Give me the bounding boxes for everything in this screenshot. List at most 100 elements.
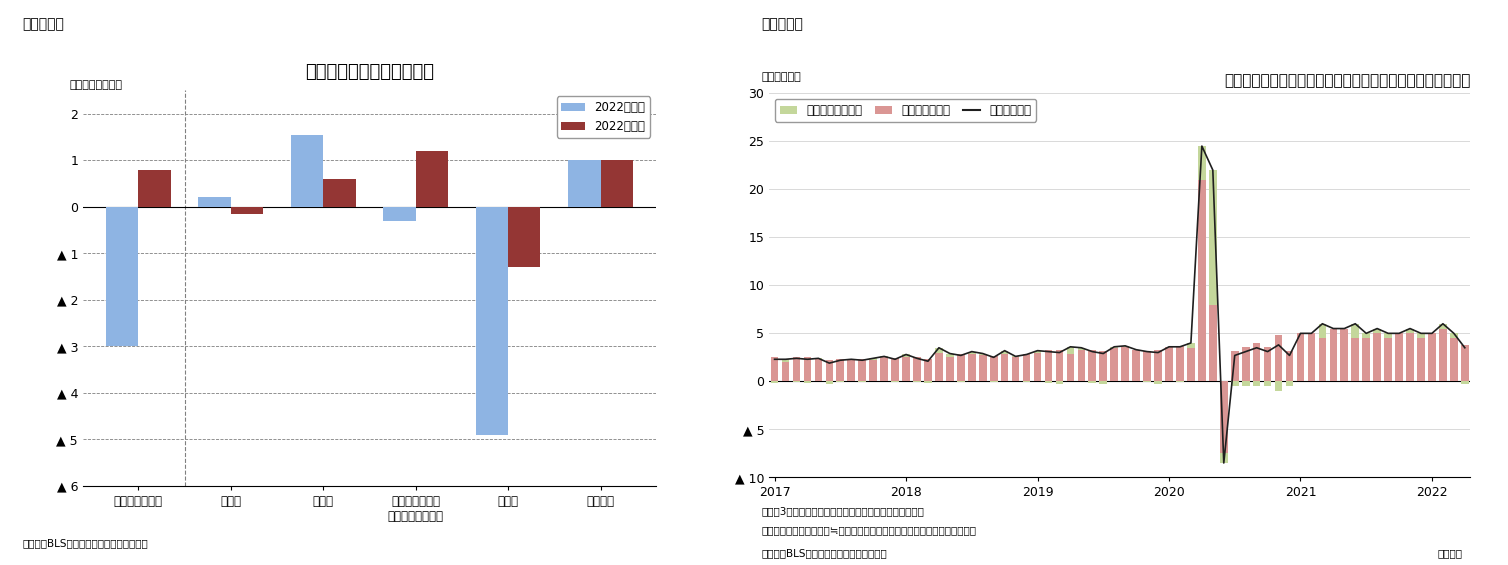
Bar (968, 351, 976, 354)
Bar (1286, 351, 1294, 381)
Bar (1033, 351, 1042, 353)
Bar (1220, 453, 1228, 463)
Bar (946, 357, 953, 381)
Bar (1274, 381, 1282, 391)
Bar (1451, 333, 1458, 338)
Bar (1274, 335, 1282, 381)
Bar (1264, 347, 1271, 381)
Bar (1022, 381, 1030, 383)
Text: （資料）BLSよりニッセイ基礎研究所作成: （資料）BLSよりニッセイ基礎研究所作成 (762, 548, 887, 558)
Bar (569, 160, 600, 207)
Bar (825, 360, 834, 381)
Bar (1022, 354, 1030, 381)
Bar (814, 358, 822, 359)
Bar (858, 359, 866, 381)
Bar (1461, 381, 1469, 384)
Bar (1001, 354, 1009, 381)
Bar (935, 353, 942, 381)
Bar (914, 381, 921, 383)
Bar (1143, 351, 1151, 381)
Bar (902, 357, 909, 381)
Bar (1264, 381, 1271, 386)
Bar (1384, 333, 1392, 338)
Bar (1154, 350, 1161, 381)
Bar (1428, 333, 1436, 381)
Bar (869, 358, 878, 360)
Text: （図表４）: （図表４） (762, 17, 804, 31)
Bar (924, 359, 932, 381)
Bar (1231, 381, 1238, 386)
Bar (1405, 328, 1415, 333)
Bar (1078, 347, 1086, 350)
Bar (1187, 343, 1194, 347)
Bar (1154, 381, 1161, 384)
Bar (475, 207, 508, 434)
Bar (1362, 333, 1371, 338)
Bar (858, 381, 866, 383)
Bar (837, 381, 844, 383)
Bar (1330, 328, 1338, 381)
Text: （図表３）: （図表３） (23, 17, 65, 31)
Bar (1286, 381, 1294, 386)
Bar (383, 207, 416, 221)
Bar (1056, 381, 1063, 384)
Bar (1384, 338, 1392, 381)
Bar (1012, 357, 1019, 381)
Bar (946, 354, 953, 357)
Bar (771, 357, 778, 381)
Bar (1033, 353, 1042, 381)
Bar (1231, 351, 1238, 381)
Bar (1056, 350, 1063, 381)
Bar (1297, 333, 1304, 381)
Bar (825, 381, 834, 384)
Bar (902, 354, 909, 357)
Text: （年率、％）: （年率、％） (762, 72, 801, 82)
Bar (1351, 338, 1359, 381)
Bar (1176, 381, 1184, 383)
Bar (989, 381, 997, 383)
Text: 民間非農業部門の週当たり賃金伸び率（年率換算、寄与度）: 民間非農業部門の週当たり賃金伸び率（年率換算、寄与度） (1224, 73, 1470, 88)
Bar (804, 381, 811, 383)
Bar (1439, 324, 1446, 328)
Bar (1197, 146, 1206, 180)
Bar (989, 357, 997, 381)
Bar (1243, 347, 1250, 381)
Text: （前月差、万人）: （前月差、万人） (69, 80, 122, 90)
Bar (891, 358, 899, 381)
Bar (1122, 346, 1129, 347)
Bar (1220, 381, 1228, 453)
Legend: 2022年３月, 2022年４月: 2022年３月, 2022年４月 (556, 96, 650, 138)
Bar (1209, 170, 1217, 305)
Bar (1089, 350, 1096, 381)
Bar (958, 354, 965, 381)
Bar (323, 179, 356, 207)
Bar (1451, 338, 1458, 381)
Bar (891, 381, 899, 383)
Bar (1045, 350, 1053, 381)
Bar (847, 360, 855, 381)
Bar (1253, 343, 1261, 381)
Bar (924, 381, 932, 383)
Bar (1045, 381, 1053, 383)
Bar (1405, 333, 1415, 381)
Bar (1133, 350, 1140, 381)
Bar (847, 359, 855, 360)
Bar (1395, 333, 1402, 381)
Text: 週当たり賃金伸び率≒週当たり労働時間伸び率＋時間当たり賃金伸び率: 週当たり賃金伸び率≒週当たり労働時間伸び率＋時間当たり賃金伸び率 (762, 525, 977, 536)
Bar (1197, 180, 1206, 381)
Bar (199, 197, 231, 207)
Bar (1176, 346, 1184, 381)
Bar (1374, 328, 1381, 333)
Bar (1001, 351, 1009, 354)
Bar (869, 360, 878, 381)
Bar (231, 207, 264, 214)
Bar (979, 354, 986, 355)
Bar (1318, 338, 1326, 381)
Bar (1418, 338, 1425, 381)
Bar (1209, 305, 1217, 381)
Bar (1066, 354, 1074, 381)
Bar (1110, 347, 1117, 381)
Text: （月次）: （月次） (1437, 548, 1463, 558)
Bar (508, 207, 540, 267)
Bar (1461, 345, 1469, 381)
